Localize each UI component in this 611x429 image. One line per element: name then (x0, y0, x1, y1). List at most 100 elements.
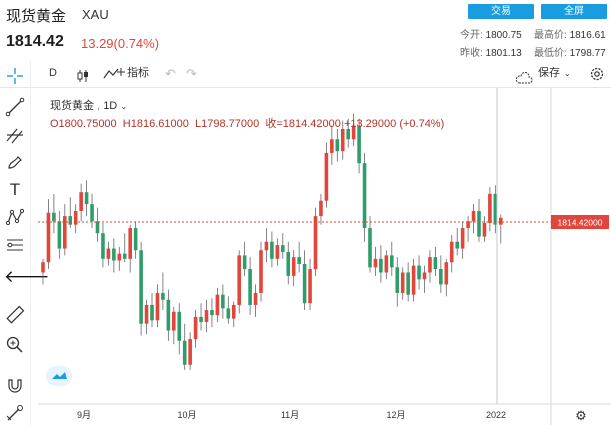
stat-high: 最高价: 1816.61 (534, 30, 606, 41)
candle-down (362, 163, 367, 229)
candle-down (433, 257, 438, 270)
candle-up (428, 257, 432, 273)
chart-settings-icon[interactable]: ⚙ (575, 409, 587, 424)
candle-down (226, 308, 231, 319)
candle-down (493, 193, 498, 225)
indicators-icon[interactable] (103, 66, 125, 82)
candle-up (291, 257, 296, 276)
candle-up (466, 221, 470, 229)
candle-up (73, 210, 78, 225)
candle-down (150, 304, 154, 321)
candle-down (455, 241, 459, 249)
candle-up (324, 152, 329, 201)
candle-up (172, 311, 176, 331)
candle-up (117, 253, 122, 261)
x-axis-ticks: 9月 10月 11月 12月 2022 (77, 410, 506, 420)
candle-down (417, 265, 421, 280)
candle-up (313, 216, 318, 270)
long-position-icon[interactable] (4, 234, 26, 256)
candle-up (444, 262, 449, 285)
candle-down (90, 204, 94, 222)
candle-up (128, 228, 132, 259)
candle-down (161, 292, 165, 300)
current-price: 1814.42 (6, 33, 64, 50)
fullscreen-button[interactable]: 全屏 (541, 4, 607, 19)
candle-up (373, 258, 378, 268)
candle-up (46, 212, 51, 263)
candle-up (144, 304, 149, 324)
candle-type-icon[interactable] (76, 67, 90, 82)
candle-up (499, 217, 503, 225)
cloud-icon[interactable] (515, 68, 533, 84)
candle-up (264, 241, 269, 251)
save-dropdown-icon[interactable]: ⌄ (564, 69, 571, 78)
candle-down (95, 221, 100, 234)
candle-down (84, 192, 89, 205)
candle-down (406, 272, 410, 295)
save-button[interactable]: 保存 (538, 67, 560, 79)
candle-down (302, 263, 307, 304)
candle-up (63, 216, 67, 249)
legend-low: L1798.77000 (194, 118, 260, 130)
candle-down (390, 255, 394, 268)
candle-down (139, 250, 143, 324)
stats-left: 今开: 1800.75 昨收: 1801.13 (460, 27, 522, 63)
candle-down (166, 299, 171, 331)
zoom-in-icon[interactable] (4, 334, 26, 356)
pattern-icon[interactable] (4, 206, 26, 228)
instrument-title: 现货黄金 (6, 8, 67, 25)
x-tick-label: 12月 (386, 410, 405, 420)
candle-up (411, 265, 416, 295)
trade-button[interactable]: 交易 (468, 4, 534, 19)
candle-up (275, 245, 280, 259)
text-tool-icon[interactable]: T (9, 180, 21, 199)
candle-down (221, 294, 225, 309)
settings-icon[interactable] (589, 66, 605, 82)
price-chart[interactable]: 1814.42000 9月 10月 11月 12月 2022 ⚙ (38, 88, 611, 425)
candle-down (297, 257, 301, 264)
stat-open: 今开: 1800.75 (460, 30, 522, 41)
candle-down (242, 255, 247, 270)
candle-up (215, 294, 220, 316)
candle-down (477, 210, 481, 237)
candle-up (384, 255, 389, 273)
stat-low: 最低价: 1798.77 (534, 48, 606, 59)
candle-down (395, 267, 400, 293)
legend-dropdown-icon[interactable]: ⌄ (120, 102, 128, 111)
candle-up (188, 339, 192, 365)
last-price-tag (551, 215, 609, 229)
undo-icon[interactable]: ↶ (165, 66, 176, 81)
candle-down (439, 269, 443, 285)
drawing-toolbar: T 🡐 (0, 60, 50, 425)
legend-high: H1816.61000 (122, 118, 189, 130)
candle-up (488, 193, 492, 223)
candle-down (379, 258, 383, 273)
x-tick-label: 10月 (177, 410, 196, 420)
candle-down (210, 310, 214, 316)
lock-drawings-icon[interactable] (4, 402, 26, 424)
candle-down (281, 245, 285, 252)
indicators-button[interactable]: 指标 (127, 67, 149, 79)
candle-down (368, 228, 372, 268)
candle-up (422, 272, 427, 280)
candle-up (400, 272, 405, 293)
candle-up (79, 192, 83, 211)
stat-prev-close: 昨收: 1801.13 (460, 48, 522, 59)
back-arrow-icon[interactable]: 🡐 (4, 267, 50, 286)
tradingview-logo[interactable] (46, 366, 72, 386)
brush-icon[interactable] (4, 151, 26, 173)
candle-up (231, 304, 236, 319)
redo-icon[interactable]: ↷ (186, 66, 197, 81)
last-price-label: 1814.42000 (558, 218, 603, 228)
legend-close: 收=1814.42000 (265, 118, 341, 130)
candle-up (449, 241, 454, 263)
magnet-icon[interactable] (4, 374, 26, 396)
chart-toolbar: D 指标 ↶ ↷ 保存 ⌄ (0, 60, 611, 88)
fib-tool-icon[interactable] (4, 124, 26, 146)
crosshair-icon[interactable] (4, 65, 26, 87)
legend-change: +13.29000 (+0.74%) (343, 118, 445, 130)
ruler-icon[interactable] (4, 304, 26, 326)
trend-line-icon[interactable] (4, 96, 26, 118)
legend-interval[interactable]: 1D (103, 100, 118, 112)
interval-selector[interactable]: D (49, 67, 57, 79)
